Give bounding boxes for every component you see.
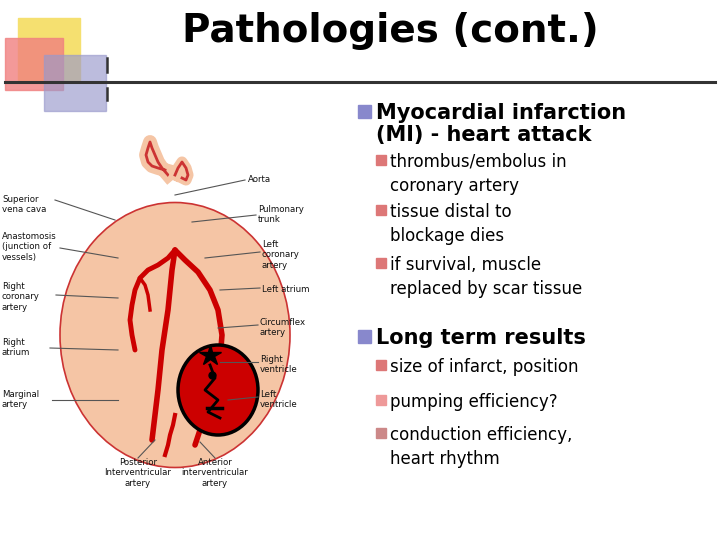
Text: Myocardial infarction: Myocardial infarction (376, 103, 626, 123)
Text: conduction efficiency,
heart rhythm: conduction efficiency, heart rhythm (390, 426, 572, 468)
Text: size of infarct, position: size of infarct, position (390, 358, 578, 376)
Bar (376, 428, 386, 438)
Text: Pulmonary
trunk: Pulmonary trunk (258, 205, 304, 225)
Bar (376, 258, 386, 268)
Text: pumping efficiency?: pumping efficiency? (390, 393, 557, 411)
Bar (376, 155, 386, 165)
Ellipse shape (60, 202, 290, 468)
Bar (358, 330, 371, 343)
Bar (376, 205, 386, 215)
Text: Circumflex
artery: Circumflex artery (260, 318, 306, 338)
Text: Anastomosis
(junction of
vessels): Anastomosis (junction of vessels) (2, 232, 57, 262)
Text: (MI) - heart attack: (MI) - heart attack (376, 125, 592, 145)
Bar (18, 18, 80, 80)
Text: Left atrium: Left atrium (262, 285, 310, 294)
Text: if survival, muscle
replaced by scar tissue: if survival, muscle replaced by scar tis… (390, 256, 582, 298)
Text: Posterior
Interventricular
artery: Posterior Interventricular artery (104, 458, 171, 488)
Text: Long term results: Long term results (376, 328, 586, 348)
Text: Right
atrium: Right atrium (2, 338, 30, 357)
Text: Anterior
interventricular
artery: Anterior interventricular artery (181, 458, 248, 488)
Text: Left
ventricle: Left ventricle (260, 390, 298, 409)
Text: Superior
vena cava: Superior vena cava (2, 195, 46, 214)
Text: Marginal
artery: Marginal artery (2, 390, 39, 409)
Bar (376, 360, 386, 370)
Bar (44, 55, 106, 111)
Text: Aorta: Aorta (248, 175, 271, 184)
Text: Left
coronary
artery: Left coronary artery (262, 240, 300, 270)
Text: Right
ventricle: Right ventricle (260, 355, 298, 374)
Text: Right
coronary
artery: Right coronary artery (2, 282, 40, 312)
Text: tissue distal to
blockage dies: tissue distal to blockage dies (390, 203, 512, 245)
Text: Pathologies (cont.): Pathologies (cont.) (181, 12, 598, 50)
Bar (5, 38, 63, 90)
Ellipse shape (178, 345, 258, 435)
Bar (358, 105, 371, 118)
Bar (376, 395, 386, 405)
Text: thrombus/embolus in
coronary artery: thrombus/embolus in coronary artery (390, 153, 567, 194)
